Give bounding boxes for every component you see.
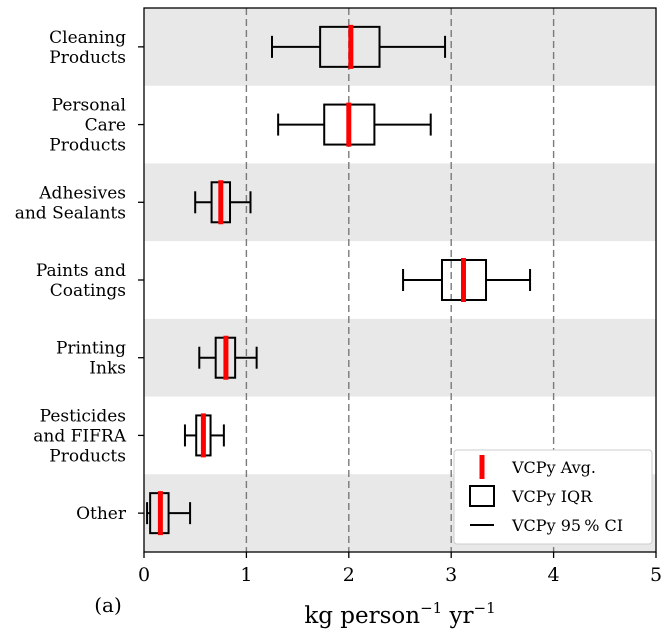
y-tick-label: Printing Inks: [56, 339, 126, 379]
category-box-group: [183, 413, 225, 458]
x-axis-label-mid: yr: [442, 603, 473, 629]
y-tick-label-line: Other: [76, 504, 127, 524]
y-tick-label-line: Products: [49, 48, 126, 68]
category-band: [144, 318, 656, 397]
y-tick-label: Cleaning Products: [49, 28, 126, 68]
legend-label: VCPy IQR: [511, 487, 593, 506]
legend-iqr-box: [469, 485, 495, 507]
y-tick-label: Personal Care Products: [49, 96, 126, 156]
category-box-group: [402, 258, 532, 302]
legend-frame: [453, 449, 653, 545]
x-tick-label: 3: [445, 564, 457, 586]
y-tick-label: Pesticides and FIFRA Products: [33, 406, 126, 466]
y-tick-label-line: Products: [49, 136, 126, 156]
category-box-group: [194, 180, 252, 225]
y-tick-label-line: Care: [85, 116, 126, 136]
y-tick-label-line: Inks: [89, 359, 126, 379]
y-tick-label-line: Personal: [52, 96, 126, 116]
category-box-group: [271, 24, 447, 69]
y-tick-label: Other: [76, 504, 127, 524]
x-tick-label: 2: [343, 564, 355, 586]
box-series: [146, 24, 532, 536]
legend-label: VCPy Avg.: [511, 458, 596, 477]
y-tick-label-line: Adhesives: [38, 183, 126, 203]
y-tick-label-line: Paints and: [36, 261, 126, 281]
y-tick-label: Adhesives and Sealants: [15, 183, 126, 223]
x-axis-label-base: kg person: [304, 603, 420, 629]
category-box-group: [198, 335, 258, 380]
x-tick-label: 1: [240, 564, 252, 586]
x-axis-ticks: 0 1 2 3 4 5: [138, 552, 662, 586]
category-box-group: [146, 491, 192, 536]
x-axis-label-exp2: −1: [474, 599, 496, 617]
x-axis-label: kg person−1 yr−1: [304, 599, 495, 629]
x-tick-label: 4: [548, 564, 560, 586]
panel-label: (a): [94, 593, 122, 617]
x-axis-label-exp1: −1: [420, 599, 442, 617]
category-box-group: [277, 102, 432, 147]
legend-label: VCPy 95 % CI: [511, 516, 623, 535]
y-tick-label: Paints and Coatings: [36, 261, 126, 301]
y-tick-label-line: Printing: [56, 339, 126, 359]
y-tick-label-line: Products: [49, 446, 126, 466]
y-tick-label-line: Coatings: [50, 281, 126, 301]
y-tick-label-line: Pesticides: [40, 406, 126, 426]
y-tick-label-line: Cleaning: [49, 28, 126, 48]
x-tick-label: 5: [650, 564, 662, 586]
legend: VCPy Avg. VCPy IQR VCPy 95 % CI: [453, 449, 653, 545]
x-tick-label: 0: [138, 564, 150, 586]
y-tick-label-line: and FIFRA: [33, 426, 126, 446]
y-tick-label-line: and Sealants: [15, 203, 126, 223]
